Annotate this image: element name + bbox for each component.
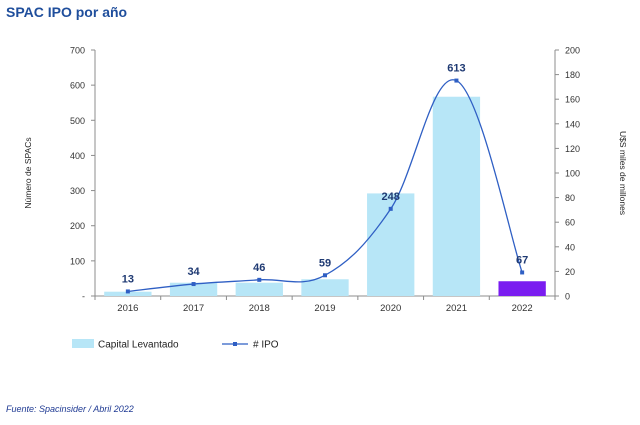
ipo-data-label-2016: 13 bbox=[122, 273, 134, 285]
legend-capital-swatch bbox=[72, 339, 94, 348]
ipo-point-2021 bbox=[454, 78, 459, 83]
y-right-axis-title: U$S miles de millones bbox=[618, 131, 628, 215]
legend: Capital Levantado # IPO bbox=[72, 339, 279, 351]
bar-capital-2022 bbox=[498, 281, 546, 296]
line-group bbox=[125, 78, 525, 294]
bar-capital-2017 bbox=[169, 282, 218, 296]
legend-capital-label: Capital Levantado bbox=[98, 340, 179, 351]
y-left-tick-label: 300 bbox=[70, 186, 85, 196]
y-left-tick-label: 600 bbox=[70, 81, 85, 91]
y-right-tick-label: 180 bbox=[565, 70, 580, 80]
ipo-point-2020 bbox=[388, 206, 393, 211]
ipo-point-2016 bbox=[125, 289, 130, 294]
y-right-tick-label: 160 bbox=[565, 95, 580, 105]
x-tick-label: 2020 bbox=[380, 303, 401, 314]
bar-capital-2019 bbox=[301, 279, 349, 296]
ipo-point-2019 bbox=[323, 273, 327, 278]
y-right-tick-label: 120 bbox=[565, 144, 580, 154]
legend-ipo-label: # IPO bbox=[253, 340, 279, 351]
y-left-tick-label: - bbox=[82, 292, 85, 302]
y-right-tick-label: 40 bbox=[565, 242, 575, 252]
ipo-data-label-2022: 67 bbox=[516, 254, 528, 266]
y-right-tick-label: 80 bbox=[565, 193, 575, 203]
legend-ipo-marker bbox=[233, 342, 237, 346]
labels-group: 13 34 46 59 248 613 67 bbox=[122, 63, 529, 286]
ipo-data-label-2019: 59 bbox=[319, 257, 331, 269]
x-tick-label: 2022 bbox=[512, 303, 533, 314]
x-tick-label: 2019 bbox=[314, 303, 335, 314]
x-tick-label: 2021 bbox=[446, 303, 467, 314]
y-right-tick-label: 200 bbox=[565, 46, 580, 56]
bar-capital-2018 bbox=[235, 282, 283, 296]
y-left-tick-label: 200 bbox=[70, 221, 85, 231]
y-right-tick-label: 0 bbox=[565, 292, 570, 302]
x-tick-label: 2017 bbox=[183, 303, 204, 314]
ipo-point-2017 bbox=[191, 282, 196, 287]
ipo-point-2022 bbox=[520, 270, 525, 275]
ipo-data-label-2017: 34 bbox=[187, 266, 200, 278]
y-right-tick-label: 20 bbox=[565, 267, 575, 277]
ipo-line bbox=[127, 79, 523, 293]
y-left-tick-label: 500 bbox=[70, 116, 85, 126]
source-note: Fuente: Spacinsider / Abril 2022 bbox=[6, 404, 134, 414]
y-right-tick-label: 100 bbox=[565, 169, 580, 179]
y-left-axis-title: Número de SPACs bbox=[23, 137, 33, 208]
y-left-tick-label: 700 bbox=[70, 46, 85, 56]
ipo-data-label-2018: 46 bbox=[253, 262, 265, 274]
y-left-tick-label: 400 bbox=[70, 151, 85, 161]
ipo-data-label-2021: 613 bbox=[447, 63, 465, 75]
y-left-tick-label: 100 bbox=[70, 256, 85, 266]
bar-capital-2016 bbox=[104, 291, 152, 296]
x-tick-label: 2018 bbox=[249, 303, 270, 314]
y-right-tick-label: 60 bbox=[565, 218, 575, 228]
x-tick-label: 2016 bbox=[117, 303, 138, 314]
ipo-data-label-2020: 248 bbox=[382, 191, 400, 203]
bar-capital-2021 bbox=[432, 96, 481, 297]
y-right-tick-label: 140 bbox=[565, 119, 580, 129]
chart-title: SPAC IPO por año bbox=[6, 4, 128, 20]
ipo-point-2018 bbox=[257, 277, 262, 282]
